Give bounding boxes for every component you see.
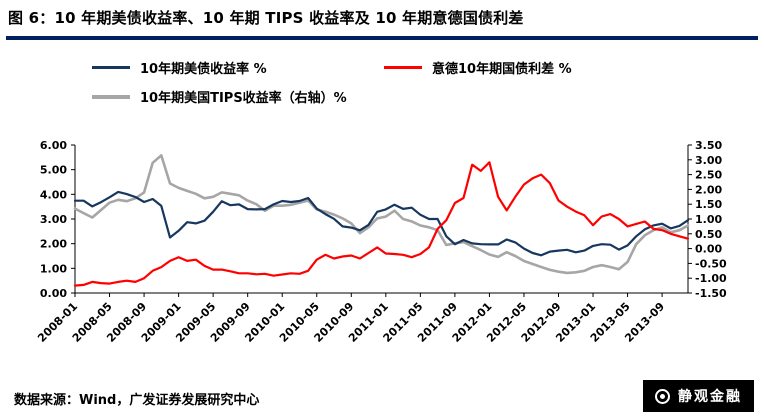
svg-text:1.00: 1.00: [695, 213, 722, 226]
treasury-line-swatch: [92, 66, 130, 69]
brand-logo: 静观金融: [643, 380, 754, 412]
svg-text:-1.50: -1.50: [695, 287, 727, 300]
treasury-legend-label: 10年期美债收益率 %: [140, 62, 267, 77]
figure-title-bar: 图 6：10 年期美债收益率、10 年期 TIPS 收益率及 10 年期意德国债…: [6, 5, 758, 40]
svg-text:2.00: 2.00: [695, 183, 722, 196]
brand-name: 静观金融: [678, 389, 742, 405]
svg-text:1.00: 1.00: [40, 262, 67, 275]
legend-row-2: 10年期美国TIPS收益率（右轴）%: [92, 87, 756, 106]
tips-legend-label: 10年期美国TIPS收益率（右轴）%: [140, 91, 347, 106]
chart-legend: 10年期美债收益率 % 意德10年期国债利差 % 10年期美国TIPS收益率（右…: [92, 58, 756, 106]
svg-text:3.50: 3.50: [695, 139, 722, 152]
svg-text:6.00: 6.00: [40, 139, 67, 152]
svg-text:0.00: 0.00: [40, 287, 67, 300]
telescope-icon: [655, 388, 670, 404]
svg-text:-0.50: -0.50: [695, 257, 727, 270]
tips-line-swatch: [92, 94, 130, 99]
svg-text:3.00: 3.00: [40, 213, 67, 226]
svg-text:2.50: 2.50: [695, 169, 722, 182]
svg-text:5.00: 5.00: [40, 164, 67, 177]
svg-text:0.50: 0.50: [695, 228, 722, 241]
svg-text:1.50: 1.50: [695, 198, 722, 211]
chart-svg: 6.00 5.00 4.00 3.00 2.00 1.00 0.00 3.50 3.00 2.50…: [35, 139, 727, 345]
legend-row-1: 10年期美债收益率 % 意德10年期国债利差 %: [92, 58, 756, 77]
legend-item-treasury: 10年期美债收益率 %: [92, 58, 384, 77]
data-source: 数据来源：Wind，广发证券发展研究中心: [14, 393, 260, 408]
svg-text:2.00: 2.00: [40, 238, 67, 251]
svg-text:3.00: 3.00: [695, 154, 722, 167]
figure-title: 图 6：10 年期美债收益率、10 年期 TIPS 收益率及 10 年期意德国债…: [8, 9, 524, 27]
svg-text:0.00: 0.00: [695, 243, 722, 256]
spread-line-swatch: [384, 66, 422, 69]
svg-text:-1.00: -1.00: [695, 272, 727, 285]
svg-text:4.00: 4.00: [40, 188, 67, 201]
legend-item-tips: 10年期美国TIPS收益率（右轴）%: [92, 87, 347, 106]
spread-legend-label: 意德10年期国债利差 %: [432, 62, 572, 77]
legend-item-spread: 意德10年期国债利差 %: [384, 58, 572, 77]
